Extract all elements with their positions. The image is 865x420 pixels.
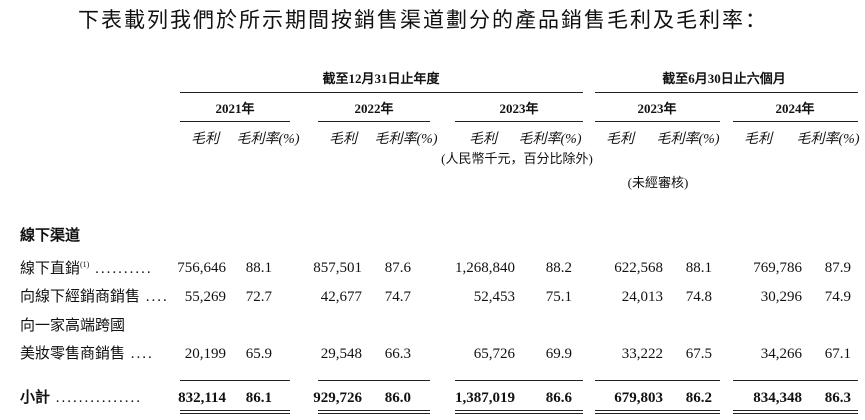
cell-value: 88.1 [685, 260, 712, 276]
column-header: 毛利率(%) [236, 132, 300, 147]
rule [318, 380, 430, 381]
rule [595, 92, 858, 93]
cell-value: 87.6 [384, 260, 411, 276]
cell-value: 769,786 [753, 260, 802, 276]
rule [595, 380, 720, 381]
column-header: 毛利 [191, 132, 219, 147]
cell-value: 88.2 [545, 260, 572, 276]
rule [733, 121, 858, 122]
cell-value: 857,501 [313, 260, 362, 276]
audit-note: (未經審核) [627, 175, 689, 190]
cell-value: 75.1 [545, 289, 572, 305]
cell-value: 74.9 [824, 289, 851, 305]
unit-note: (人民幣千元，百分比除外) [441, 151, 593, 166]
cell-value: 74.7 [384, 289, 411, 305]
cell-value: 34,266 [760, 346, 802, 362]
column-header: 毛利 [744, 132, 772, 147]
cell-value: 756,646 [177, 260, 226, 276]
cell-value: 30,296 [760, 289, 802, 305]
cell-value: 72.7 [245, 289, 272, 305]
cell-value: 69.9 [545, 346, 572, 362]
cell-value: 66.3 [384, 346, 411, 362]
cell-value: 1,268,840 [455, 260, 515, 276]
cell-value: 74.8 [685, 289, 712, 305]
cell-value: 86.2 [685, 390, 712, 406]
row-label: 小計 ............... [20, 390, 143, 406]
rule [455, 121, 583, 122]
column-header: 毛利 [469, 132, 497, 147]
cell-value: 679,803 [614, 390, 663, 406]
column-header: 毛利率(%) [518, 132, 582, 147]
row-label: 向一家高端跨國 [20, 318, 126, 334]
intro: 下表載列我們於所示期間按銷售渠道劃分的產品銷售毛利及毛利率： [78, 8, 768, 32]
cell-value: 24,013 [621, 289, 663, 305]
rule [455, 380, 583, 381]
cell-value: 929,726 [313, 390, 362, 406]
footnote: (1) [80, 260, 90, 269]
row-label: 線下直銷(1) .......... [20, 260, 153, 277]
cell-value: 65.9 [245, 346, 272, 362]
rule [595, 410, 720, 411]
leader: .... [125, 346, 154, 362]
cell-value: 622,568 [614, 260, 663, 276]
column-header: 毛利 [329, 132, 357, 147]
rule [180, 413, 290, 414]
cell-value: 832,114 [178, 390, 226, 406]
leader: .... [140, 289, 169, 305]
rule [180, 410, 290, 411]
cell-value: 52,453 [473, 289, 515, 305]
rule [595, 413, 720, 414]
cell-value: 33,222 [621, 346, 663, 362]
cell-value: 67.1 [824, 346, 851, 362]
cell-value: 1,387,019 [455, 390, 515, 406]
cell-value: 834,348 [753, 390, 802, 406]
cell-value: 86.3 [824, 390, 851, 406]
column-header: 毛利率(%) [374, 132, 438, 147]
cell-value: 88.1 [245, 260, 272, 276]
rule [318, 413, 430, 414]
year-header: 2023年 [637, 101, 677, 116]
column-header: 毛利率(%) [796, 132, 860, 147]
cell-value: 86.6 [545, 390, 572, 406]
column-header: 毛利率(%) [656, 132, 720, 147]
rule [733, 380, 858, 381]
rule [455, 413, 583, 414]
cell-value: 67.5 [685, 346, 712, 362]
year-header: 2023年 [499, 101, 539, 116]
rule [455, 410, 583, 411]
cell-value: 86.1 [245, 390, 272, 406]
year-header: 2022年 [354, 101, 394, 116]
cell-value: 20,199 [184, 346, 226, 362]
rule [180, 121, 290, 122]
cell-value: 29,548 [320, 346, 362, 362]
group-header: 截至6月30日止六個月 [662, 71, 786, 86]
rule [180, 380, 290, 381]
cell-value: 87.9 [824, 260, 851, 276]
year-header: 2021年 [215, 101, 255, 116]
row-label: 美妝零售商銷售 .... [20, 346, 154, 362]
rule [180, 92, 583, 93]
cell-value: 86.0 [384, 390, 411, 406]
cell-value: 55,269 [184, 289, 226, 305]
year-header: 2024年 [775, 101, 815, 116]
leader: .......... [89, 261, 153, 277]
row-label: 向線下經銷商銷售 .... [20, 289, 169, 305]
rule [733, 410, 858, 411]
rule [318, 410, 430, 411]
rule [318, 121, 430, 122]
rule [733, 413, 858, 414]
section-title: 線下渠道 [20, 228, 81, 244]
column-header: 毛利 [606, 132, 634, 147]
cell-value: 65,726 [473, 346, 515, 362]
rule [595, 121, 720, 122]
group-header: 截至12月31日止年度 [322, 71, 440, 86]
cell-value: 42,677 [320, 289, 362, 305]
leader: ............... [50, 390, 143, 406]
